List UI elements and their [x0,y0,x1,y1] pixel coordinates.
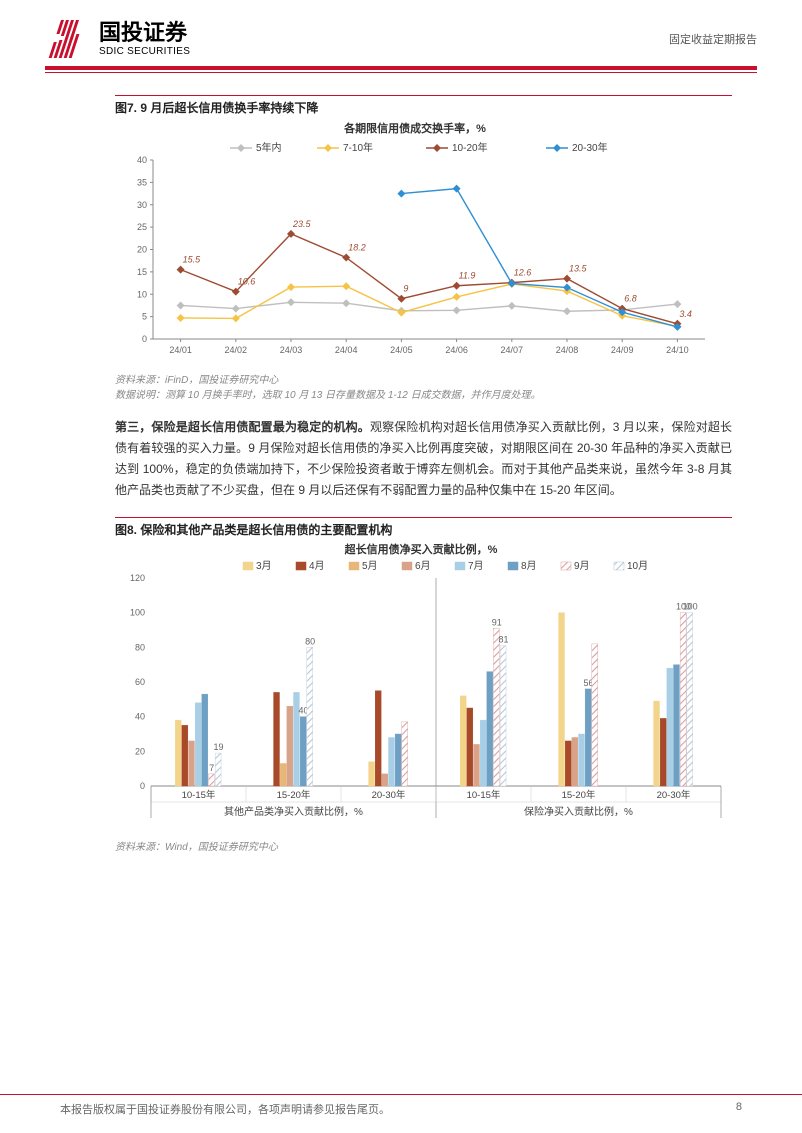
bar-chart: 超长信用债净买入贡献比例，% 3月 4月 5月 6月 7月 8月 9月 10月 0 20 40 60 80… [115,540,727,830]
svg-text:24/01: 24/01 [169,345,192,355]
figure7-chart: 各期限信用债成交换手率，% 5年内 7-10年 10-20年 20-30年 0 5 10 15 2… [115,118,732,368]
svg-text:13.5: 13.5 [569,264,588,274]
svg-text:25: 25 [137,222,147,232]
svg-text:10.6: 10.6 [238,277,256,287]
figure8-source: 资料来源：Wind，国投证券研究中心 [115,838,732,853]
svg-text:80: 80 [135,642,145,652]
svg-text:0: 0 [142,334,147,344]
page-footer: 本报告版权属于国投证券股份有限公司，各项声明请参见报告尾页。 8 [0,1094,802,1133]
report-type: 固定收益定期报告 [669,31,757,47]
svg-text:120: 120 [130,573,145,583]
svg-text:9月: 9月 [574,560,590,572]
svg-text:20: 20 [135,746,145,756]
svg-text:10-20年: 10-20年 [452,141,488,154]
svg-text:15: 15 [137,267,147,277]
svg-text:20-30年: 20-30年 [657,789,691,801]
svg-text:24/06: 24/06 [445,345,468,355]
svg-text:10月: 10月 [627,560,648,572]
svg-text:24/10: 24/10 [666,345,689,355]
svg-text:91: 91 [492,617,502,627]
svg-text:20: 20 [137,245,147,255]
svg-text:81: 81 [498,635,508,645]
logo-cn-text: 国投证券 [99,22,190,44]
figure8-chart: 超长信用债净买入贡献比例，% 3月 4月 5月 6月 7月 8月 9月 10月 0 20 40 60 80… [115,540,732,835]
figure8-caption: 图8. 保险和其他产品类是超长信用债的主要配置机构 [115,517,732,538]
svg-text:100: 100 [683,602,698,612]
page-number: 8 [736,1101,742,1117]
page-header: 国投证券 SDIC SECURITIES 固定收益定期报告 [0,0,802,66]
svg-text:3.4: 3.4 [679,309,692,319]
svg-text:6.8: 6.8 [624,294,637,304]
figure7-caption: 图7. 9 月后超长信用债换手率持续下降 [115,95,732,116]
logo-block: 国投证券 SDIC SECURITIES [45,20,190,58]
svg-text:10-15年: 10-15年 [182,789,216,801]
svg-text:24/05: 24/05 [390,345,413,355]
svg-text:11.9: 11.9 [459,271,476,281]
svg-text:23.5: 23.5 [292,219,312,229]
svg-text:3月: 3月 [256,560,272,572]
svg-text:100: 100 [130,608,145,618]
svg-text:24/07: 24/07 [501,345,524,355]
svg-text:9: 9 [403,284,408,294]
svg-text:超长信用债净买入贡献比例，%: 超长信用债净买入贡献比例，% [344,542,498,556]
svg-text:20-30年: 20-30年 [572,141,608,154]
svg-text:5: 5 [142,312,147,322]
svg-text:0: 0 [140,781,145,791]
figure7-note: 数据说明：测算 10 月换手率时，选取 10 月 13 日存量数据及 1-12 … [115,386,732,401]
svg-text:30: 30 [137,200,147,210]
svg-text:12.6: 12.6 [514,268,532,278]
logo-en-text: SDIC SECURITIES [99,47,190,57]
svg-text:6月: 6月 [415,560,431,572]
svg-text:15.5: 15.5 [183,255,202,265]
svg-text:80: 80 [305,636,315,646]
svg-text:10: 10 [137,289,147,299]
svg-text:24/04: 24/04 [335,345,358,355]
svg-text:其他产品类净买入贡献比例，%: 其他产品类净买入贡献比例，% [224,805,363,818]
svg-text:24/03: 24/03 [280,345,303,355]
svg-text:20-30年: 20-30年 [372,789,406,801]
svg-text:5年内: 5年内 [256,141,282,154]
line-chart: 各期限信用债成交换手率，% 5年内 7-10年 10-20年 20-30年 0 5 10 15 2… [115,118,715,363]
paragraph-lead: 第三，保险是超长信用债配置最为稳定的机构。 [115,420,370,434]
svg-text:40: 40 [135,712,145,722]
svg-text:7月: 7月 [468,560,484,572]
svg-text:60: 60 [135,677,145,687]
svg-text:7: 7 [209,763,214,773]
svg-text:8月: 8月 [521,560,537,572]
svg-text:15-20年: 15-20年 [562,789,596,801]
svg-text:5月: 5月 [362,560,378,572]
svg-text:15-20年: 15-20年 [277,789,311,801]
svg-text:24/09: 24/09 [611,345,634,355]
svg-text:10-15年: 10-15年 [467,789,501,801]
svg-text:24/02: 24/02 [225,345,248,355]
svg-text:4月: 4月 [309,560,325,572]
svg-text:19: 19 [213,742,223,752]
header-rule-thick [45,66,757,70]
svg-text:保险净买入贡献比例，%: 保险净买入贡献比例，% [524,805,633,818]
figure7-source: 资料来源：iFinD，国投证券研究中心 [115,371,732,386]
svg-text:35: 35 [137,177,147,187]
svg-text:各期限信用债成交换手率，%: 各期限信用债成交换手率，% [343,121,486,135]
svg-text:18.2: 18.2 [348,243,366,253]
svg-text:40: 40 [137,155,147,165]
body-paragraph: 第三，保险是超长信用债配置最为稳定的机构。观察保险机构对超长信用债净买入贡献比例… [115,417,732,501]
footer-disclaimer: 本报告版权属于国投证券股份有限公司，各项声明请参见报告尾页。 [60,1101,390,1117]
svg-text:24/08: 24/08 [556,345,579,355]
logo-icon [45,20,91,58]
svg-text:7-10年: 7-10年 [343,141,373,154]
